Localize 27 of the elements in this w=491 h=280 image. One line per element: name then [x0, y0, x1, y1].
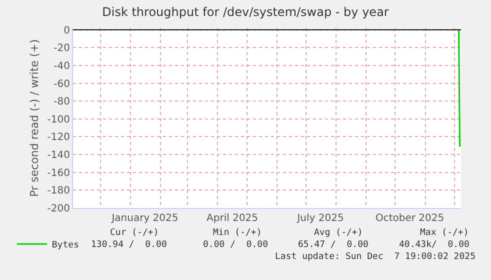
y-tick-label: -100	[47, 114, 70, 126]
y-tick-label: -20	[54, 43, 70, 54]
text: Cur (-/+)	[110, 228, 159, 238]
x-tick-label: July 2025	[296, 213, 344, 224]
text: 65.47 / 0.00	[298, 240, 368, 250]
text: 130.94 / 0.00	[91, 240, 167, 250]
y-tick-label: -200	[47, 204, 70, 214]
y-tick-label: -120	[47, 132, 70, 144]
y-tick-label: -40	[54, 60, 70, 72]
text: 40.43k/ 0.00	[399, 240, 470, 250]
text: Last update: Sun Dec 7 19:00:02 2025	[275, 252, 476, 262]
text: Max (-/+)	[420, 228, 469, 238]
x-tick-label: January 2025	[110, 213, 178, 224]
text: 0.00 / 0.00	[203, 240, 268, 250]
text: Avg (-/+)	[314, 228, 363, 238]
legend-label: Bytes	[52, 240, 79, 251]
chart-title: Disk throughput for /dev/system/swap - by year	[102, 5, 389, 20]
y-tick-label: -160	[47, 168, 70, 179]
text: Min (-/+)	[213, 228, 262, 238]
x-tick-label: October 2025	[375, 213, 444, 224]
y-axis-title: Pr second read (-) / write (+)	[28, 39, 41, 197]
y-tick-label: -60	[54, 78, 70, 90]
y-tick-label: -140	[47, 150, 70, 162]
y-tick-label: -180	[47, 186, 70, 197]
y-tick-label: -80	[54, 96, 70, 108]
y-tick-label: 0	[64, 25, 70, 36]
x-tick-label: April 2025	[206, 213, 258, 224]
